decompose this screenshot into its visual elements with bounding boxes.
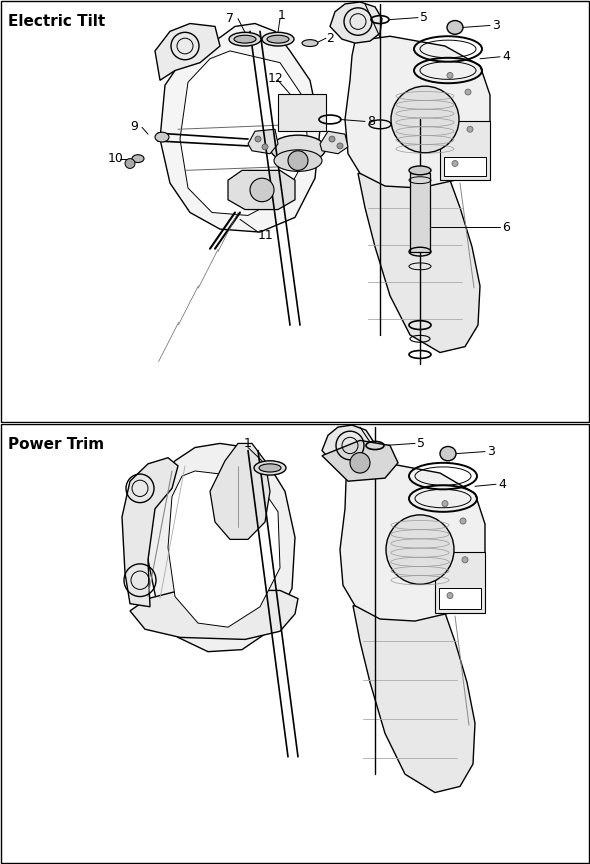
Polygon shape: [248, 130, 278, 154]
Ellipse shape: [409, 166, 431, 175]
Circle shape: [337, 143, 343, 149]
Bar: [444, 156, 486, 176]
Bar: [435, 551, 485, 613]
Ellipse shape: [270, 135, 326, 162]
Circle shape: [460, 518, 466, 524]
Ellipse shape: [386, 515, 454, 584]
Circle shape: [465, 89, 471, 95]
Polygon shape: [228, 170, 295, 210]
Bar: [410, 174, 430, 251]
Circle shape: [250, 178, 274, 201]
Text: 1: 1: [244, 437, 252, 450]
Text: 4: 4: [498, 478, 506, 491]
Text: 2: 2: [326, 32, 334, 45]
Ellipse shape: [229, 32, 261, 46]
Text: 7: 7: [226, 12, 234, 25]
Polygon shape: [340, 463, 485, 621]
Circle shape: [350, 453, 370, 473]
Text: Electric Tilt: Electric Tilt: [8, 14, 105, 29]
Polygon shape: [155, 23, 220, 80]
Polygon shape: [122, 458, 178, 607]
Circle shape: [447, 73, 453, 79]
Text: 3: 3: [487, 445, 495, 458]
Ellipse shape: [155, 132, 169, 142]
Text: 6: 6: [502, 220, 510, 233]
Polygon shape: [322, 441, 398, 481]
Ellipse shape: [132, 155, 144, 162]
Text: Power Trim: Power Trim: [8, 437, 104, 453]
Polygon shape: [160, 23, 320, 232]
Polygon shape: [320, 131, 348, 154]
Ellipse shape: [259, 464, 281, 472]
Ellipse shape: [391, 86, 459, 153]
Circle shape: [447, 593, 453, 599]
Circle shape: [467, 126, 473, 132]
Ellipse shape: [274, 149, 322, 171]
Polygon shape: [358, 174, 480, 353]
Text: 1: 1: [278, 10, 286, 22]
Polygon shape: [322, 425, 374, 468]
Polygon shape: [168, 471, 280, 627]
Ellipse shape: [234, 35, 256, 43]
Polygon shape: [210, 443, 270, 539]
Polygon shape: [353, 606, 475, 792]
Polygon shape: [180, 51, 308, 215]
Bar: [440, 122, 490, 181]
Circle shape: [442, 500, 448, 506]
Text: 8: 8: [367, 115, 375, 128]
Polygon shape: [345, 36, 490, 188]
Circle shape: [288, 151, 308, 170]
Text: 9: 9: [130, 120, 138, 133]
Bar: [278, 94, 326, 131]
Ellipse shape: [447, 21, 463, 35]
Circle shape: [255, 137, 261, 142]
Polygon shape: [130, 590, 298, 639]
Circle shape: [452, 161, 458, 167]
Circle shape: [125, 159, 135, 168]
Circle shape: [462, 556, 468, 562]
Text: 11: 11: [258, 228, 274, 242]
Circle shape: [329, 137, 335, 142]
Polygon shape: [330, 2, 382, 43]
Text: 5: 5: [417, 437, 425, 450]
Text: 3: 3: [492, 19, 500, 32]
Ellipse shape: [262, 32, 294, 46]
Circle shape: [262, 144, 268, 149]
Text: 5: 5: [420, 11, 428, 24]
Text: 10: 10: [108, 152, 124, 165]
Text: 12: 12: [268, 72, 284, 85]
Bar: [439, 588, 481, 609]
Ellipse shape: [267, 35, 289, 43]
Text: 4: 4: [502, 50, 510, 63]
Ellipse shape: [254, 461, 286, 475]
Polygon shape: [148, 443, 295, 651]
Ellipse shape: [302, 40, 318, 47]
Ellipse shape: [440, 447, 456, 461]
